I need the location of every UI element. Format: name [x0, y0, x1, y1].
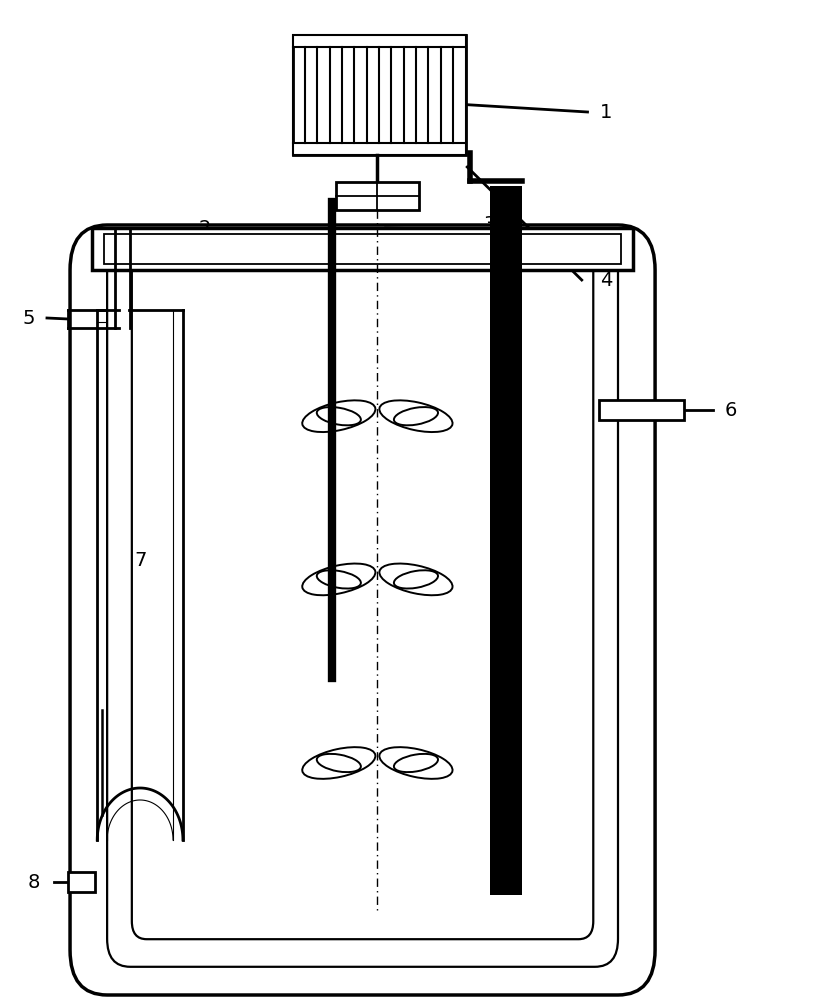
- Bar: [293, 35, 466, 155]
- FancyBboxPatch shape: [70, 225, 655, 995]
- FancyBboxPatch shape: [107, 242, 618, 967]
- Bar: [68, 872, 95, 892]
- Text: 3: 3: [484, 216, 496, 234]
- Text: 6: 6: [725, 400, 737, 420]
- Bar: [92, 228, 633, 270]
- Text: 1: 1: [600, 103, 612, 121]
- Bar: [104, 234, 621, 264]
- Text: 7: 7: [134, 550, 147, 570]
- Bar: [336, 182, 419, 210]
- Bar: [293, 35, 466, 47]
- Bar: [599, 400, 684, 420]
- Text: 2: 2: [199, 220, 211, 238]
- Text: 4: 4: [600, 270, 612, 290]
- Bar: [293, 143, 466, 155]
- Text: 5: 5: [23, 308, 35, 328]
- FancyBboxPatch shape: [132, 252, 593, 939]
- Text: 8: 8: [27, 872, 40, 892]
- Bar: [490, 186, 522, 895]
